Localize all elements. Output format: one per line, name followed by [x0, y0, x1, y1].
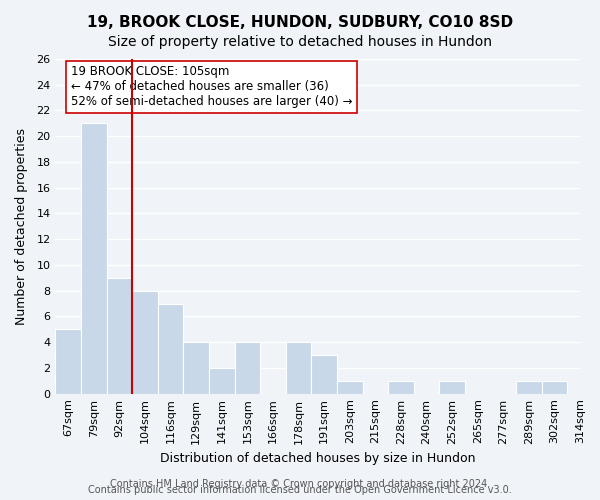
Bar — [516, 381, 542, 394]
Bar — [158, 304, 184, 394]
Bar — [235, 342, 260, 394]
Bar — [55, 330, 81, 394]
Text: Size of property relative to detached houses in Hundon: Size of property relative to detached ho… — [108, 35, 492, 49]
Bar — [286, 342, 311, 394]
Text: 19, BROOK CLOSE, HUNDON, SUDBURY, CO10 8SD: 19, BROOK CLOSE, HUNDON, SUDBURY, CO10 8… — [87, 15, 513, 30]
Bar — [81, 124, 107, 394]
Text: 19 BROOK CLOSE: 105sqm
← 47% of detached houses are smaller (36)
52% of semi-det: 19 BROOK CLOSE: 105sqm ← 47% of detached… — [71, 66, 352, 108]
Bar — [337, 381, 362, 394]
Bar — [311, 355, 337, 394]
Bar — [107, 278, 132, 394]
Y-axis label: Number of detached properties: Number of detached properties — [15, 128, 28, 325]
Text: Contains public sector information licensed under the Open Government Licence v3: Contains public sector information licen… — [88, 485, 512, 495]
Bar — [184, 342, 209, 394]
X-axis label: Distribution of detached houses by size in Hundon: Distribution of detached houses by size … — [160, 452, 475, 465]
Bar — [439, 381, 465, 394]
Bar — [388, 381, 413, 394]
Bar — [209, 368, 235, 394]
Bar — [542, 381, 567, 394]
Text: Contains HM Land Registry data © Crown copyright and database right 2024.: Contains HM Land Registry data © Crown c… — [110, 479, 490, 489]
Bar — [132, 290, 158, 394]
